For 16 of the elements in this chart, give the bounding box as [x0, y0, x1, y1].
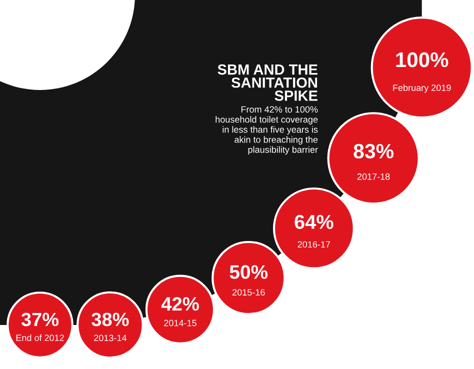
data-label: 38% — [92, 312, 129, 326]
data-label: 50% — [230, 265, 268, 279]
category-label: 2015-16 — [232, 289, 265, 296]
data-label: 83% — [354, 144, 394, 158]
category-label: 2013-14 — [94, 334, 127, 342]
text: SBM AND THE SANITATION SPIKE — [218, 64, 318, 101]
data-label: 64% — [294, 214, 334, 229]
data-label: 37% — [21, 312, 59, 326]
category-label: 2014-15 — [164, 320, 196, 326]
data-label: 100% — [396, 52, 448, 68]
data-label: 42% — [161, 297, 199, 311]
text: From 42% to 100% household toilet coverage in less than five years is akin to breaching the plausibility barrier — [216, 106, 318, 155]
category-label: February 2019 — [393, 84, 451, 93]
category-label: 2017-18 — [357, 173, 390, 180]
category-label: 2016-17 — [298, 241, 330, 248]
category-label: End of 2012 — [16, 334, 64, 342]
